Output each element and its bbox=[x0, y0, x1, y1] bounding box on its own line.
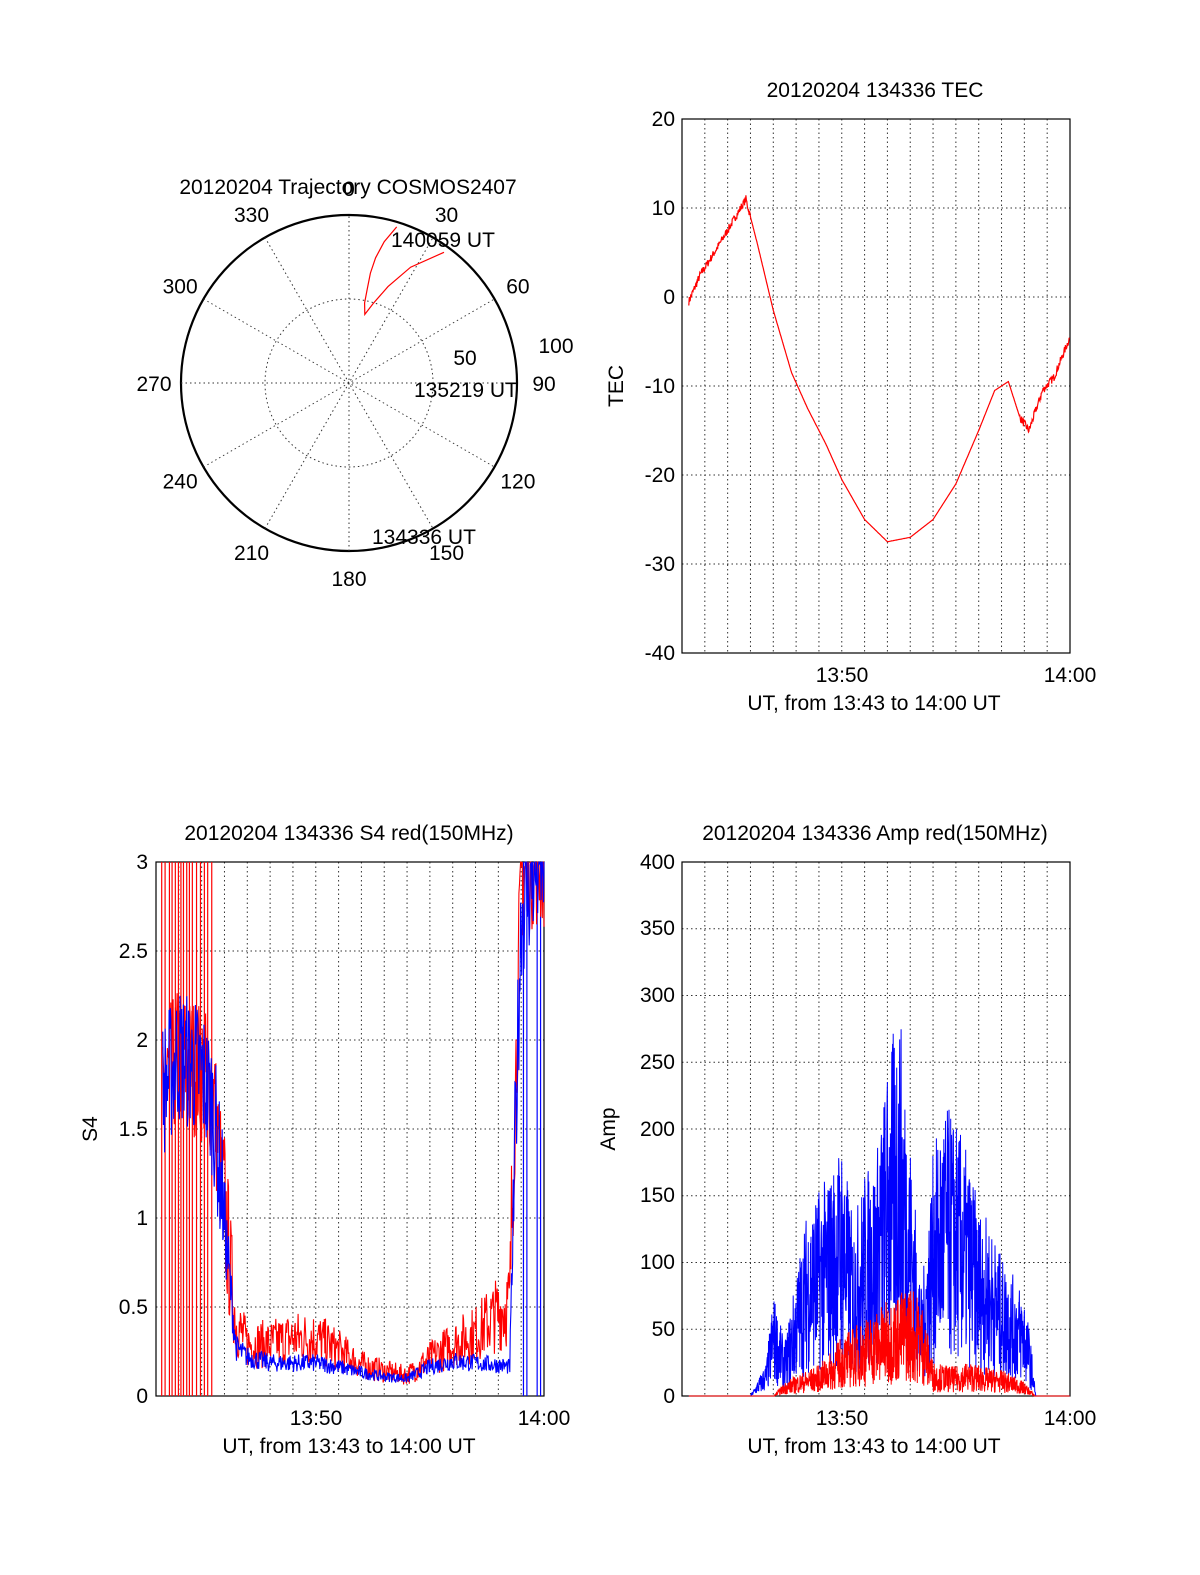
tec-ytick-0: 0 bbox=[663, 286, 675, 309]
azimuth-label-120: 120 bbox=[500, 471, 535, 494]
elevation-label-100: 100 bbox=[538, 335, 573, 358]
s4-frame bbox=[155, 861, 545, 1397]
s4-xlabel: UT, from 13:43 to 14:00 UT bbox=[222, 1435, 475, 1458]
tec-ytick-20: 20 bbox=[652, 108, 675, 131]
azimuth-label-30: 30 bbox=[435, 204, 458, 227]
tec-plot: 20120204 134336 TEC 20 10 0 -10 -20 -30 … bbox=[605, 79, 1096, 715]
amp-plot: 20120204 134336 Amp red(150MHz) 400 350 … bbox=[597, 822, 1096, 1458]
s4-ytick-1: 1 bbox=[136, 1207, 148, 1230]
amp-ytick-300: 300 bbox=[640, 984, 675, 1007]
s4-ytick-2-5: 2.5 bbox=[119, 940, 148, 963]
s4-ytick-0: 0 bbox=[136, 1385, 148, 1408]
track-label-start: 134336 UT bbox=[372, 526, 476, 549]
amp-xtick-1350: 13:50 bbox=[816, 1407, 869, 1430]
tec-ytick-minus30: -30 bbox=[645, 553, 675, 576]
amp-ytick-250: 250 bbox=[640, 1051, 675, 1074]
azimuth-label-300: 300 bbox=[163, 276, 198, 299]
amp-title: 20120204 134336 Amp red(150MHz) bbox=[702, 822, 1048, 845]
s4-xtick-1350: 13:50 bbox=[290, 1407, 343, 1430]
amp-blue-series bbox=[688, 1029, 1070, 1397]
azimuth-label-270: 270 bbox=[136, 373, 171, 396]
tec-title: 20120204 134336 TEC bbox=[767, 79, 984, 102]
s4-blue-series bbox=[162, 861, 545, 1383]
amp-frame bbox=[681, 861, 1071, 1397]
polar-spoke-150 bbox=[264, 237, 434, 529]
amp-red-series bbox=[688, 1291, 1070, 1398]
track-label-mid: 135219 UT bbox=[414, 379, 518, 402]
s4-grid bbox=[156, 862, 544, 1396]
azimuth-label-210: 210 bbox=[234, 542, 269, 565]
tec-ytick-10: 10 bbox=[652, 197, 675, 220]
azimuth-label-150: 150 bbox=[429, 542, 464, 565]
tec-ytick-minus10: -10 bbox=[645, 375, 675, 398]
tec-xtick-1400: 14:00 bbox=[1044, 664, 1097, 687]
amp-ytick-400: 400 bbox=[640, 851, 675, 874]
polar-spokes bbox=[181, 215, 517, 551]
tec-ylabel: TEC bbox=[605, 365, 628, 407]
amp-ytick-200: 200 bbox=[640, 1118, 675, 1141]
tec-grid bbox=[682, 119, 1070, 653]
s4-ylabel: S4 bbox=[79, 1116, 102, 1142]
polar-plot: 20120204 Trajectory COSMOS2407 0 30 60 9… bbox=[136, 176, 573, 591]
s4-ytick-3: 3 bbox=[136, 851, 148, 874]
azimuth-label-0: 0 bbox=[343, 178, 355, 201]
s4-spikes bbox=[161, 862, 542, 1396]
track-label-end: 140059 UT bbox=[391, 229, 495, 252]
amp-ylabel: Amp bbox=[597, 1107, 620, 1150]
tec-xlabel: UT, from 13:43 to 14:00 UT bbox=[747, 692, 1000, 715]
amp-xlabel: UT, from 13:43 to 14:00 UT bbox=[747, 1435, 1000, 1458]
s4-plot: 20120204 134336 S4 red(150MHz) 3 2.5 2 1… bbox=[79, 822, 570, 1458]
azimuth-label-180: 180 bbox=[331, 568, 366, 591]
amp-xtick-1400: 14:00 bbox=[1044, 1407, 1097, 1430]
azimuth-label-60: 60 bbox=[506, 276, 529, 299]
elevation-label-50: 50 bbox=[453, 347, 476, 370]
azimuth-label-240: 240 bbox=[163, 471, 198, 494]
polar-title: 20120204 Trajectory COSMOS2407 bbox=[179, 176, 516, 199]
s4-ytick-1-5: 1.5 bbox=[119, 1118, 148, 1141]
tec-series-line bbox=[688, 195, 1070, 543]
tec-ytick-minus20: -20 bbox=[645, 464, 675, 487]
satellite-track bbox=[363, 226, 445, 317]
amp-ytick-0: 0 bbox=[663, 1385, 675, 1408]
s4-title: 20120204 134336 S4 red(150MHz) bbox=[184, 822, 513, 845]
tec-xtick-1350: 13:50 bbox=[816, 664, 869, 687]
amp-ytick-150: 150 bbox=[640, 1184, 675, 1207]
amp-ytick-50: 50 bbox=[652, 1318, 675, 1341]
s4-xtick-1400: 14:00 bbox=[518, 1407, 571, 1430]
tec-ytick-minus40: -40 bbox=[645, 642, 675, 665]
s4-red-series bbox=[162, 861, 545, 1385]
azimuth-label-330: 330 bbox=[234, 204, 269, 227]
s4-ytick-0-5: 0.5 bbox=[119, 1296, 148, 1319]
amp-ytick-350: 350 bbox=[640, 917, 675, 940]
amp-ytick-100: 100 bbox=[640, 1251, 675, 1274]
s4-ytick-2: 2 bbox=[136, 1029, 148, 1052]
tec-frame bbox=[681, 118, 1071, 654]
azimuth-label-90: 90 bbox=[532, 373, 555, 396]
